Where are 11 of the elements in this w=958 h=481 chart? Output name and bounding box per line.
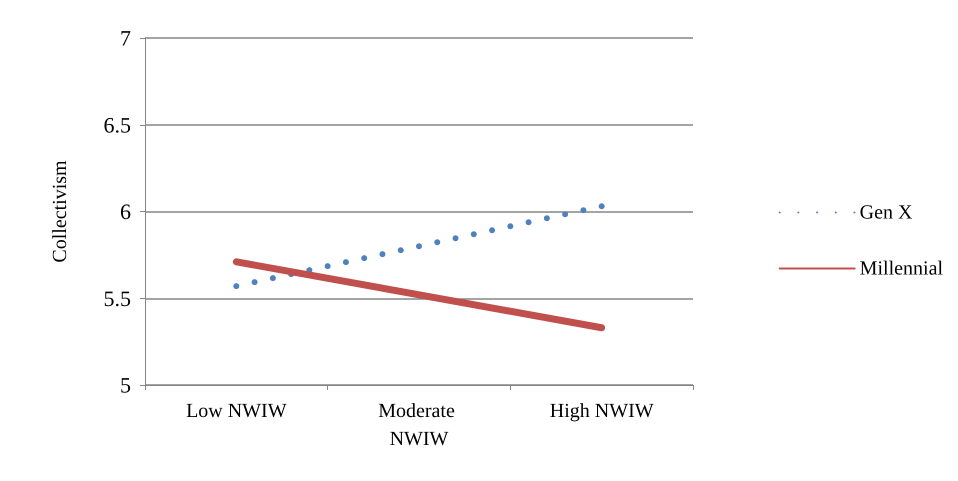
x-tick-label: Low NWIW xyxy=(186,400,287,422)
y-tick-label: 5.5 xyxy=(104,286,131,311)
y-tick-label: 6.5 xyxy=(104,112,131,138)
y-tick-label: 5 xyxy=(120,372,131,398)
legend-label: Gen X xyxy=(860,202,913,224)
x-tick-label: Moderate NWIW xyxy=(378,400,460,450)
legend-label: Millennial xyxy=(860,258,944,280)
y-tick-label: 7 xyxy=(120,26,131,50)
y-tick-label: 6 xyxy=(120,199,131,224)
y-axis-title: Collectivism xyxy=(49,160,71,263)
x-tick-label: High NWIW xyxy=(550,400,654,422)
